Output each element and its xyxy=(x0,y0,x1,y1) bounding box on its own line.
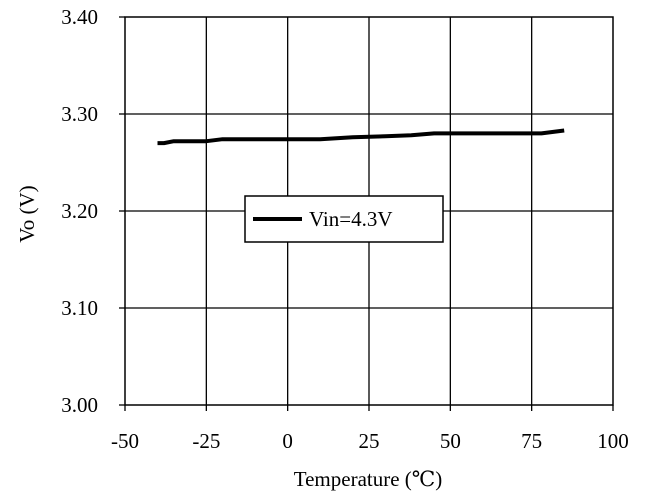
y-axis-ticks: 3.00 3.10 3.20 3.30 3.40 xyxy=(61,5,125,417)
x-tick-label: 0 xyxy=(282,429,293,453)
y-axis-label: Vo (V) xyxy=(15,185,39,242)
y-tick-label: 3.10 xyxy=(61,296,98,320)
y-tick-label: 3.30 xyxy=(61,102,98,126)
x-axis-label: Temperature (℃) xyxy=(294,467,443,491)
y-tick-label: 3.40 xyxy=(61,5,98,29)
legend: Vin=4.3V xyxy=(244,195,444,243)
x-axis-ticks: -50 -25 0 25 50 75 100 xyxy=(111,405,629,453)
y-tick-label: 3.00 xyxy=(61,393,98,417)
series-group xyxy=(157,128,565,146)
legend-label: Vin=4.3V xyxy=(309,207,393,231)
x-tick-label: 75 xyxy=(521,429,542,453)
x-tick-label: 25 xyxy=(359,429,380,453)
x-tick-label: 50 xyxy=(440,429,461,453)
x-tick-label: -25 xyxy=(192,429,220,453)
y-tick-label: 3.20 xyxy=(61,199,98,223)
series-line-vin-4-3v xyxy=(157,128,565,146)
x-tick-label: -50 xyxy=(111,429,139,453)
x-tick-label: 100 xyxy=(597,429,629,453)
